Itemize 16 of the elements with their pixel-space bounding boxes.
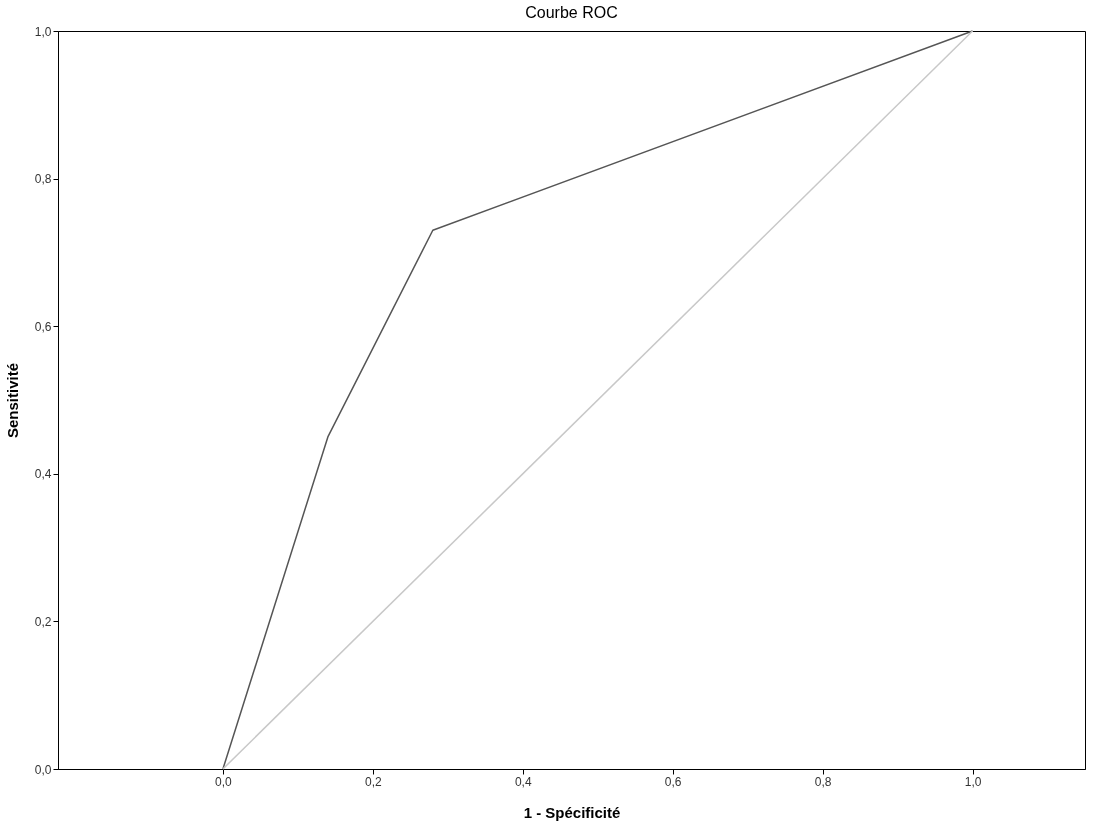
x-tick-label: 1,0 (964, 774, 982, 789)
y-tick-label: 1,0 (34, 24, 52, 39)
x-tick-label: 0,4 (514, 774, 532, 789)
chart-title: Courbe ROC (525, 4, 618, 21)
x-tick-label: 0,8 (814, 774, 832, 789)
y-tick-label: 0,6 (34, 319, 52, 334)
line-series (222, 30, 974, 770)
y-tick-label: 0,2 (34, 614, 52, 629)
y-axis-title: Sensitivité (3, 362, 21, 439)
x-axis-title: 1 - Spécificité (523, 803, 621, 821)
y-tick-label: 0,0 (34, 762, 52, 777)
y-tick-label: 0,8 (34, 172, 52, 187)
x-tick-label: 0,0 (215, 774, 233, 789)
x-tick-label: 0,2 (365, 774, 383, 789)
x-tick-label: 0,6 (664, 774, 682, 789)
y-tick-label: 0,4 (34, 467, 52, 482)
